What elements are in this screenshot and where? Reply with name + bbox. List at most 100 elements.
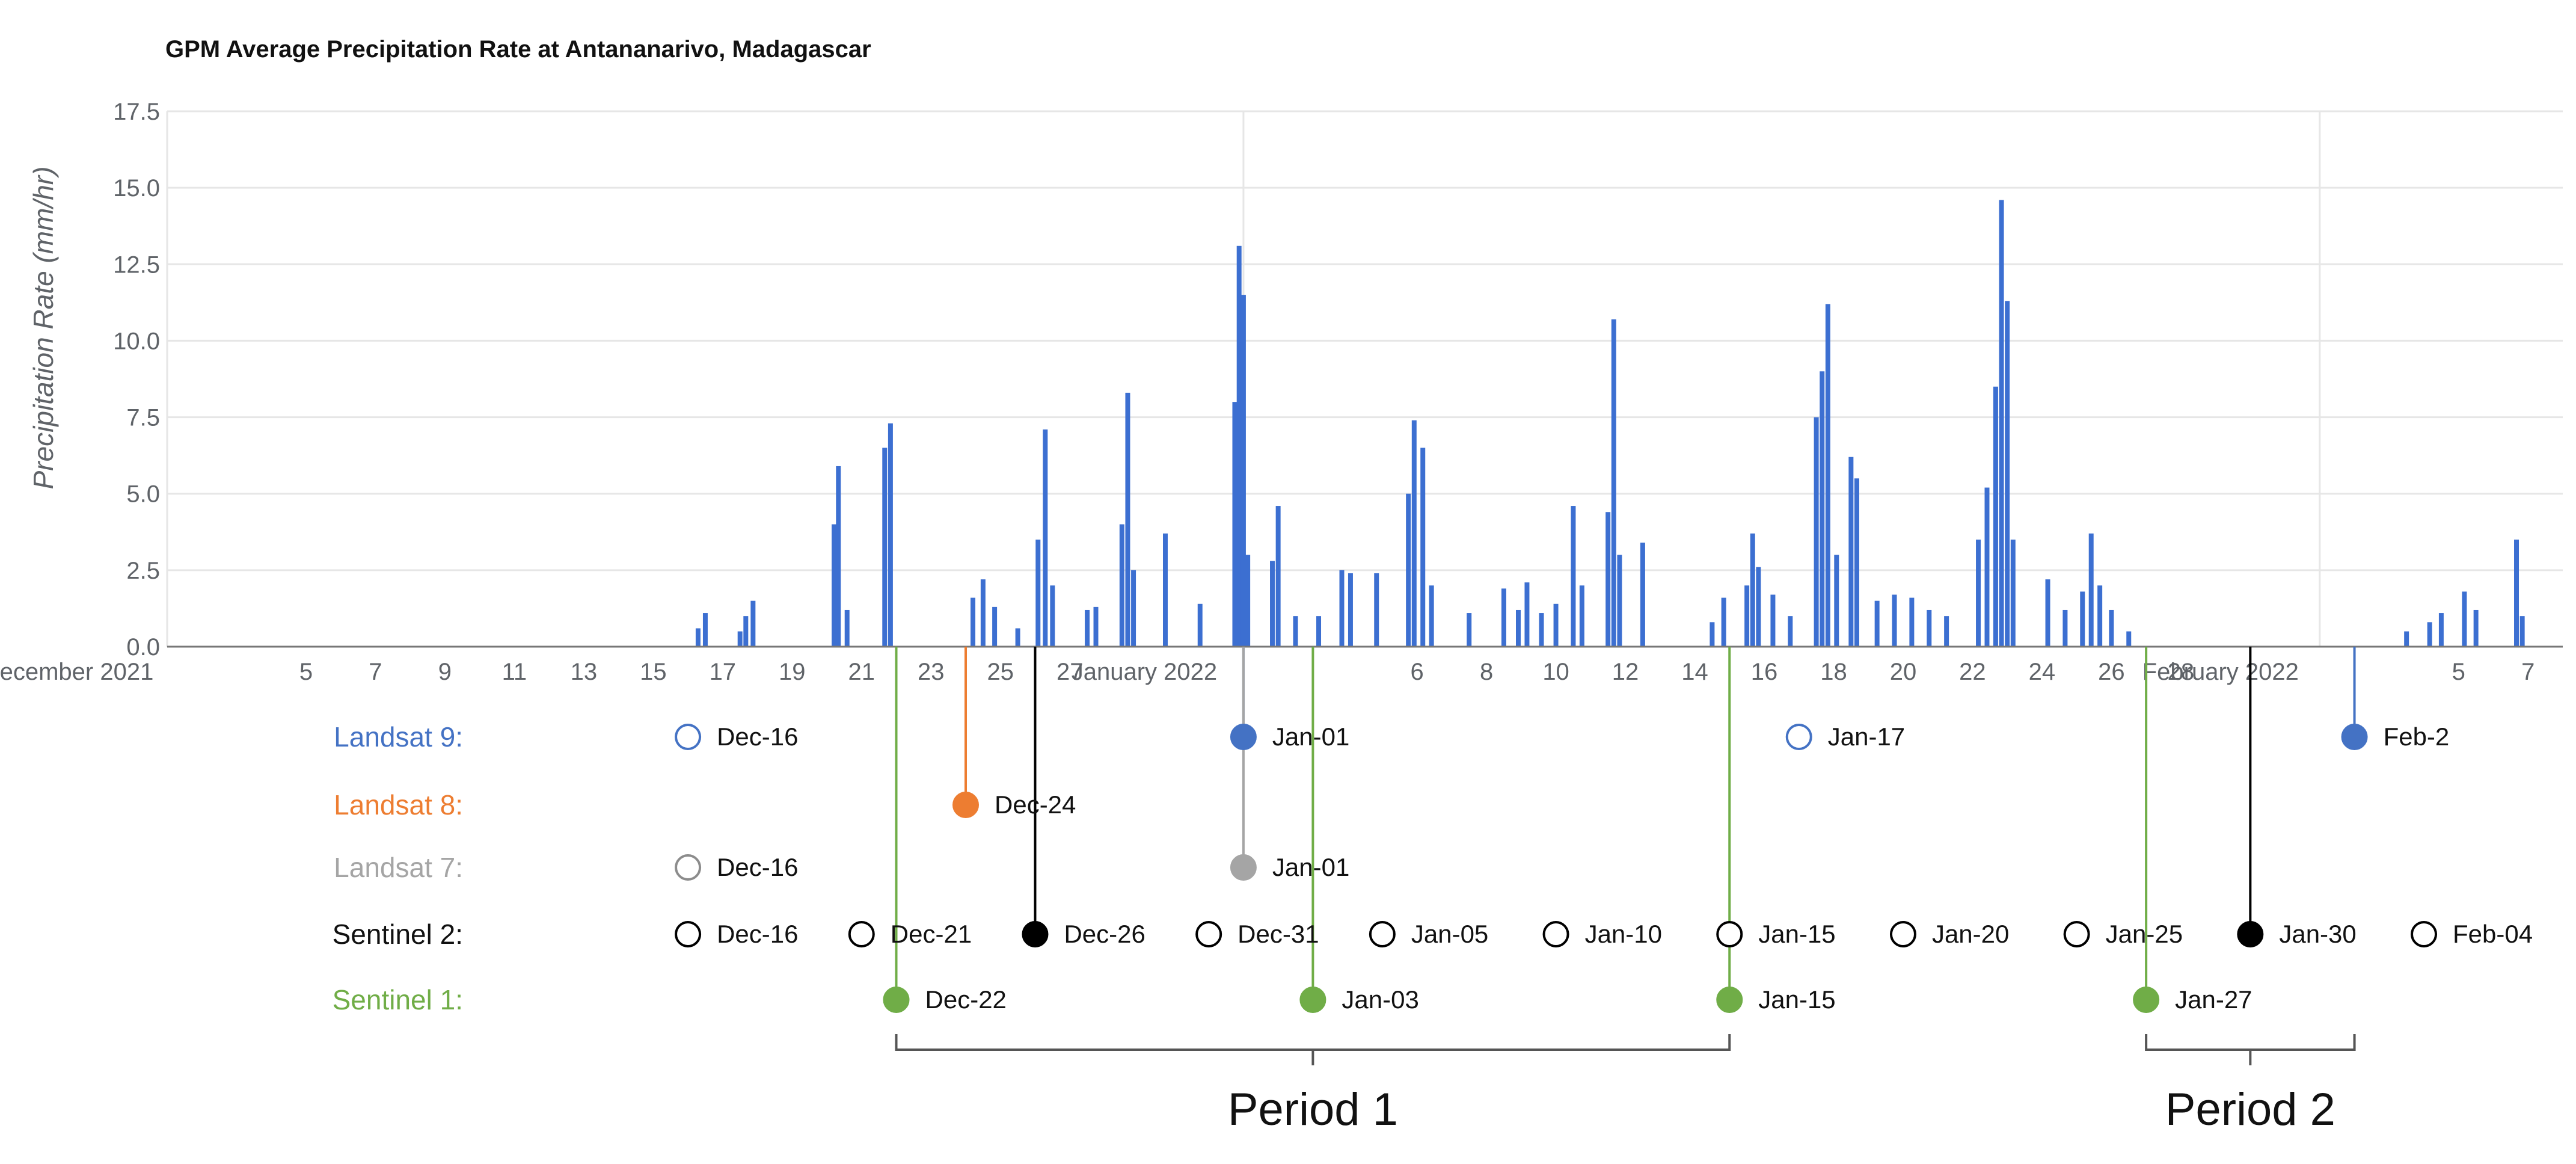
precip-bar	[1571, 506, 1576, 647]
precip-bar	[1993, 386, 1998, 647]
y-tick-label: 2.5	[126, 558, 160, 584]
chart-title: GPM Average Precipitation Rate at Antana…	[165, 36, 871, 63]
precip-bar	[2109, 609, 2114, 647]
precip-bar	[844, 609, 850, 647]
period-label: Period 2	[2165, 1084, 2335, 1135]
precip-bar	[2005, 301, 2010, 647]
x-tick-label: 7	[369, 659, 382, 685]
x-tick-label: 8	[1480, 659, 1493, 685]
acquisition-date-label: Jan-01	[1272, 853, 1349, 881]
precip-bar	[1611, 319, 1616, 647]
period-bracket	[895, 1034, 1731, 1065]
acquisition-date-label: Jan-15	[1758, 985, 1835, 1014]
precip-bar	[750, 600, 756, 647]
acquisition-marker	[1889, 921, 1916, 947]
x-tick-label: 24	[2029, 659, 2056, 685]
acquisition-marker	[1716, 987, 1743, 1013]
precip-bar	[1015, 628, 1020, 647]
acquisition-marker	[1195, 921, 1222, 947]
y-tick-label: 7.5	[126, 405, 160, 431]
acquisition-marker	[1716, 921, 1743, 947]
y-tick-label: 0.0	[126, 634, 160, 661]
precip-bar	[1035, 540, 1041, 647]
precip-bar	[1750, 533, 1755, 647]
precip-bar	[1316, 616, 1322, 647]
precip-bar	[1516, 609, 1521, 647]
precipitation-bars	[695, 200, 2525, 647]
precip-bar	[2473, 609, 2479, 647]
precip-bar	[1909, 597, 1915, 647]
precip-bar	[2097, 585, 2103, 647]
x-tick-label: 10	[1542, 659, 1569, 685]
x-tick-label: 11	[502, 659, 527, 685]
acquisition-date-label: Jan-20	[1932, 920, 2009, 948]
x-tick-label: 21	[848, 659, 876, 685]
acquisition-date-label: Dec-31	[1237, 920, 1319, 948]
precip-bar	[743, 616, 749, 647]
precip-bar	[1240, 295, 1246, 647]
acquisition-date-label: Jan-25	[2106, 920, 2183, 948]
precip-bar	[1119, 524, 1124, 647]
acquisition-marker	[1369, 921, 1396, 947]
precip-bar	[1339, 570, 1345, 647]
acquisition-marker	[2063, 921, 2090, 947]
precip-bar	[1744, 585, 1750, 647]
precip-bar	[980, 579, 986, 647]
x-tick-label: January 2022	[1072, 659, 1217, 685]
acquisition-date-label: Jan-05	[1411, 920, 1488, 948]
acquisition-marker	[1230, 854, 1257, 881]
precip-bar	[992, 606, 998, 647]
x-tick-label: 5	[2452, 659, 2465, 685]
x-tick-label: 25	[987, 659, 1014, 685]
precip-bar	[1617, 555, 1622, 647]
precip-bar	[1524, 582, 1530, 647]
precip-bar	[1050, 585, 1055, 647]
acquisition-date-label: Jan-10	[1585, 920, 1662, 948]
x-tick-label: 9	[438, 659, 452, 685]
precip-bar	[2462, 591, 2467, 647]
precip-bar	[1874, 600, 1880, 647]
precip-bar	[1605, 512, 1611, 647]
acquisition-marker	[675, 921, 702, 947]
axes: 0.0 2.5 5.0 7.5 10.0 12.5 15.0 17.5 December 202…	[0, 99, 2563, 685]
satellite-label: Sentinel 2:	[333, 919, 463, 950]
acquisition-marker	[1299, 987, 1326, 1013]
precip-bar	[888, 423, 893, 647]
precip-bar	[1984, 487, 1990, 647]
precip-bar	[1467, 613, 1472, 647]
x-tick-label: December 2021	[0, 659, 153, 685]
x-tick-label: 7	[2521, 659, 2535, 685]
period-bracket	[2145, 1034, 2356, 1065]
precip-bar	[971, 597, 976, 647]
satellite-label: Landsat 8:	[334, 789, 463, 821]
precip-bar	[1293, 616, 1298, 647]
precip-bar	[695, 628, 701, 647]
acquisition-marker	[848, 921, 875, 947]
precip-bar	[1501, 588, 1506, 647]
precip-bar	[1579, 585, 1584, 647]
precip-bar	[1834, 555, 1839, 647]
precip-bar	[1721, 597, 1726, 647]
acquisition-marker	[2133, 987, 2160, 1013]
satellite-label: Landsat 9:	[334, 721, 463, 753]
acquisition-marker	[1022, 921, 1049, 947]
period-brackets: Period 1 Period 2	[895, 1034, 2356, 1135]
x-tick-label: 22	[1959, 659, 1986, 685]
acquisition-marker	[675, 854, 702, 881]
precip-bar	[1814, 417, 1819, 647]
x-tick-label: 16	[1751, 659, 1778, 685]
acquisition-marker	[1230, 724, 1257, 750]
precip-bar	[2427, 622, 2432, 647]
precip-bar	[1429, 585, 1434, 647]
x-tick-label: 19	[779, 659, 806, 685]
precip-bar	[1927, 609, 1932, 647]
period-label: Period 1	[1228, 1084, 1398, 1135]
precip-bar	[1411, 420, 1417, 647]
x-tick-label: 23	[918, 659, 945, 685]
y-tick-label: 5.0	[126, 481, 160, 508]
precip-bar	[1374, 573, 1379, 647]
precip-bar	[1348, 573, 1353, 647]
x-tick-label: 17	[710, 659, 737, 685]
acquisition-marker	[2341, 724, 2368, 750]
precip-bar	[1270, 561, 1275, 647]
